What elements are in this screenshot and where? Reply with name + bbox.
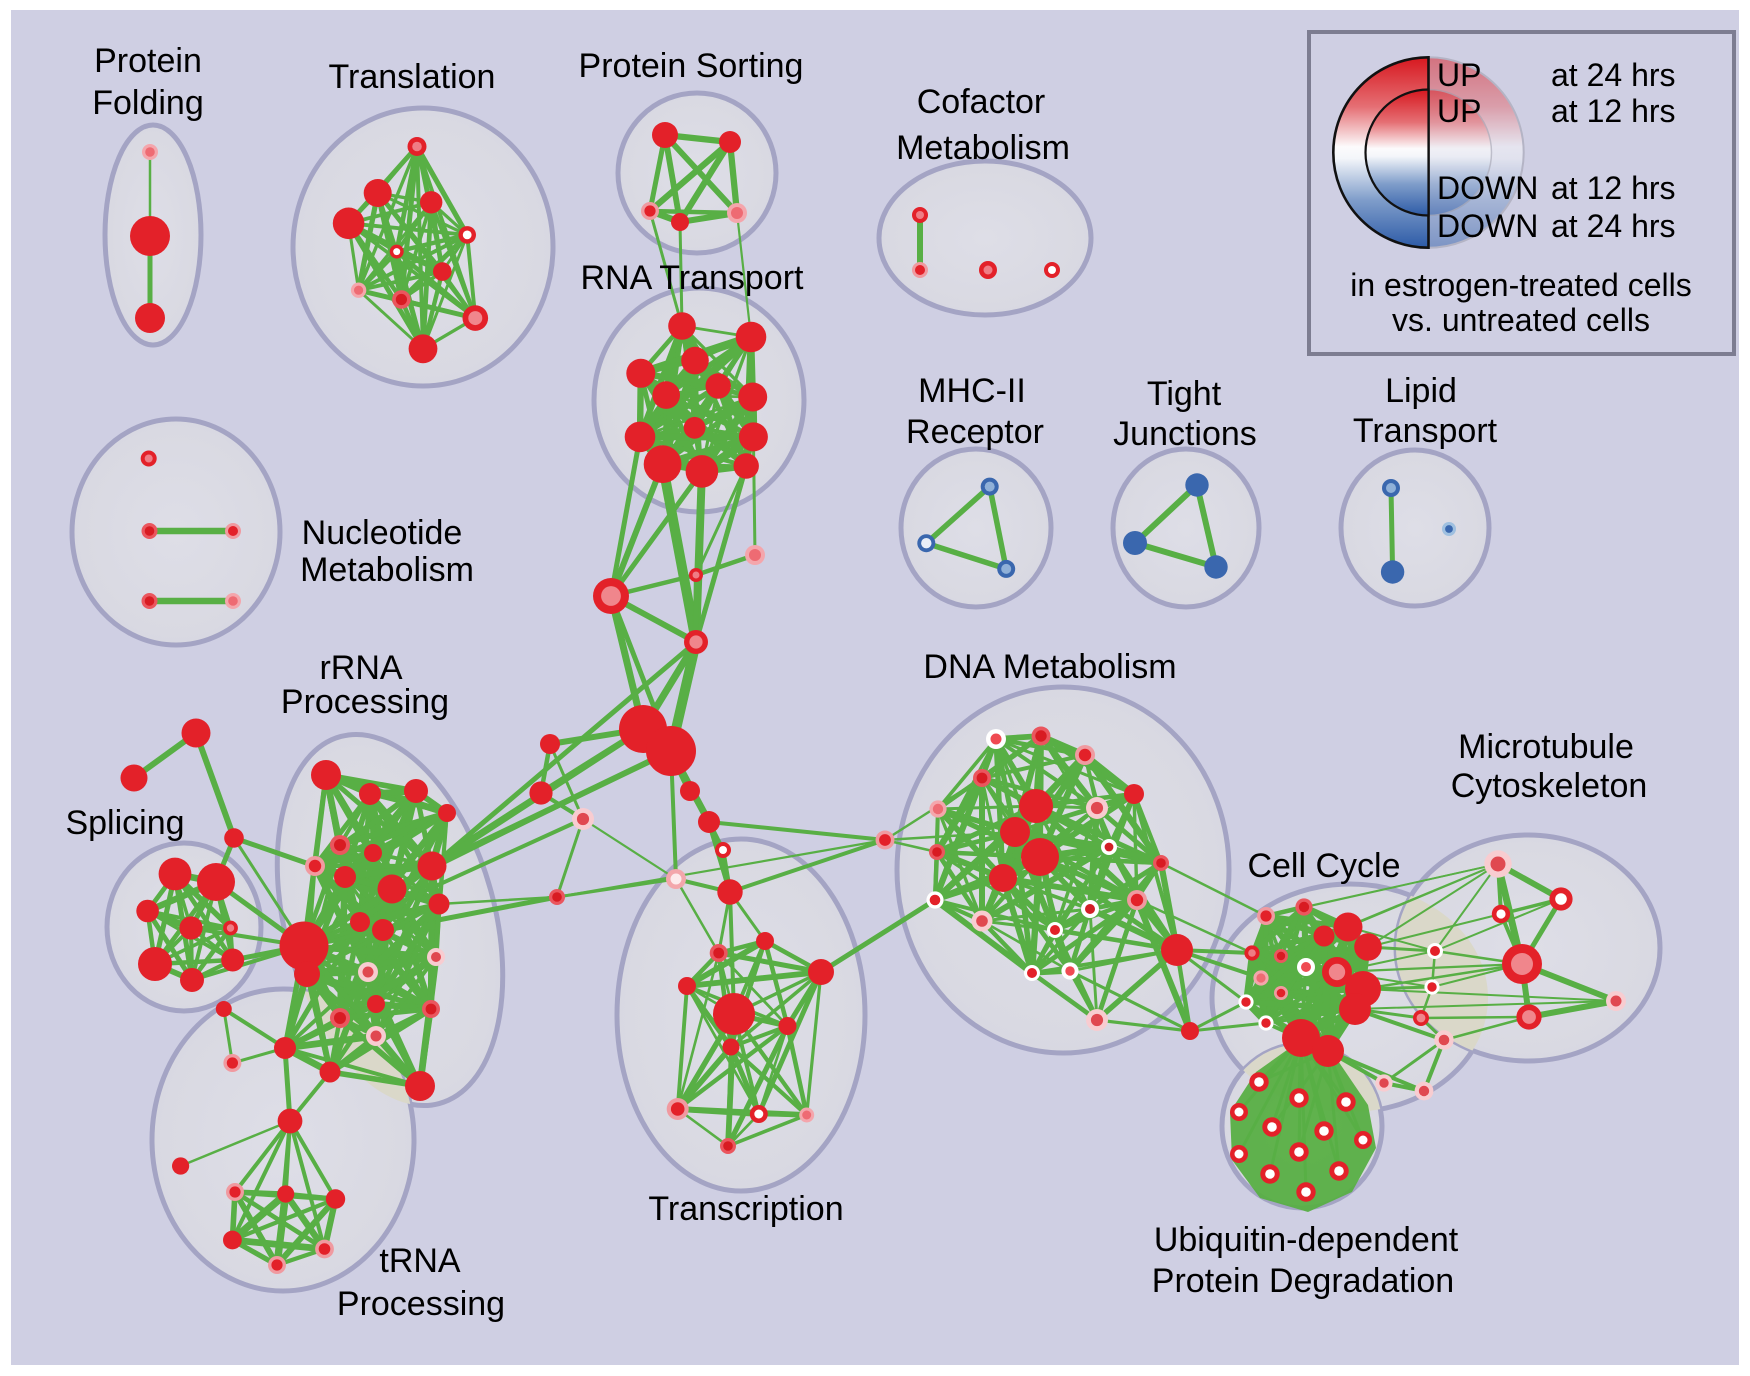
svg-text:MHC-II: MHC-II [918, 372, 1026, 410]
svg-text:Metabolism: Metabolism [300, 551, 474, 589]
svg-text:Transcription: Transcription [648, 1190, 843, 1228]
svg-text:Receptor: Receptor [906, 413, 1044, 451]
svg-text:tRNA: tRNA [379, 1242, 461, 1280]
svg-text:at 24 hrs: at 24 hrs [1551, 208, 1676, 244]
svg-text:at 12 hrs: at 12 hrs [1551, 93, 1676, 129]
svg-text:at 12 hrs: at 12 hrs [1551, 170, 1676, 206]
svg-text:Tight: Tight [1147, 375, 1222, 413]
svg-text:in estrogen-treated cells: in estrogen-treated cells [1350, 267, 1692, 303]
svg-text:UP: UP [1437, 57, 1481, 93]
svg-text:Protein Sorting: Protein Sorting [579, 47, 804, 85]
svg-text:Ubiquitin-dependent: Ubiquitin-dependent [1154, 1221, 1459, 1259]
svg-text:Cell Cycle: Cell Cycle [1247, 847, 1400, 885]
svg-text:DOWN: DOWN [1437, 170, 1538, 206]
svg-text:vs. untreated cells: vs. untreated cells [1392, 302, 1650, 338]
svg-text:at 24 hrs: at 24 hrs [1551, 57, 1676, 93]
svg-text:Cofactor: Cofactor [917, 83, 1046, 121]
svg-text:Microtubule: Microtubule [1458, 728, 1634, 766]
svg-text:Junctions: Junctions [1113, 415, 1257, 453]
svg-text:Cytoskeleton: Cytoskeleton [1451, 767, 1648, 805]
svg-text:rRNA: rRNA [319, 649, 402, 687]
svg-text:Nucleotide: Nucleotide [302, 514, 463, 552]
svg-text:Splicing: Splicing [65, 804, 184, 842]
svg-text:DNA Metabolism: DNA Metabolism [923, 648, 1176, 686]
svg-text:Processing: Processing [281, 683, 449, 721]
svg-text:Protein: Protein [94, 42, 202, 80]
svg-text:Folding: Folding [92, 84, 204, 122]
svg-text:RNA Transport: RNA Transport [581, 259, 805, 297]
svg-text:Translation: Translation [329, 58, 496, 96]
svg-text:Protein Degradation: Protein Degradation [1152, 1262, 1454, 1300]
svg-text:Transport: Transport [1353, 412, 1498, 450]
svg-text:Processing: Processing [337, 1285, 505, 1323]
svg-text:UP: UP [1437, 93, 1481, 129]
svg-text:Lipid: Lipid [1385, 372, 1457, 410]
svg-text:Metabolism: Metabolism [896, 129, 1070, 167]
svg-text:DOWN: DOWN [1437, 208, 1538, 244]
